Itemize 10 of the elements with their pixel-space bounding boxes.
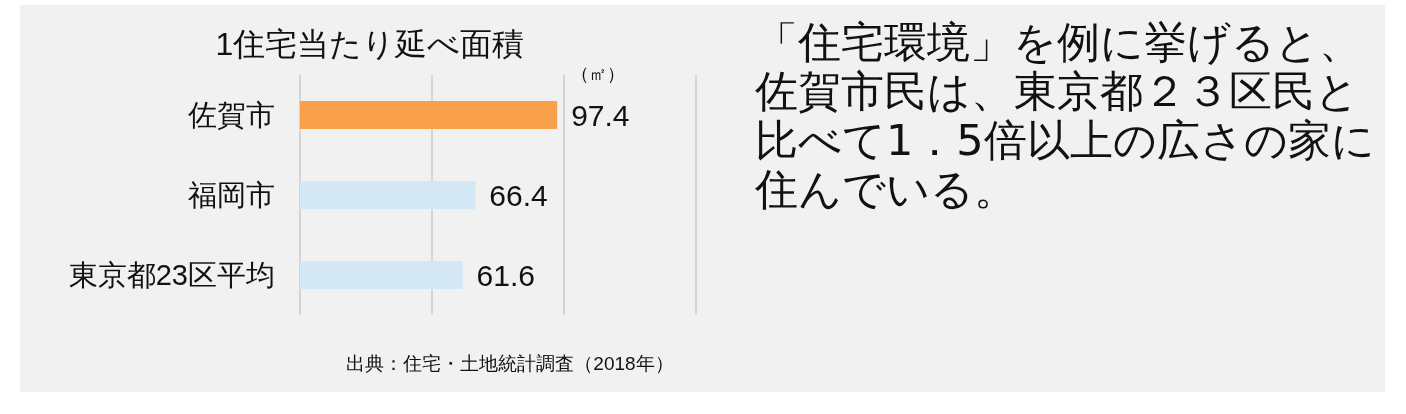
source-note: 出典：住宅・土地統計調査（2018年）: [346, 353, 674, 374]
y-tick-label: 佐賀市: [188, 99, 275, 131]
y-tick-label: 東京都23区平均: [68, 259, 275, 291]
chart-title: 1住宅当たり延べ面積: [215, 26, 525, 62]
text: 「住宅環境」を例に挙げると、佐賀市民は、東京都２３区民と比べて1．5倍以上の広さの家に住んでいる。: [755, 17, 1376, 214]
x-axis-title: （㎡）: [571, 64, 625, 84]
data-label: 66.4: [489, 179, 548, 212]
y-tick-label: 福岡市: [188, 179, 275, 211]
data-label: 97.4: [571, 99, 630, 132]
data-label: 61.6: [476, 259, 536, 292]
